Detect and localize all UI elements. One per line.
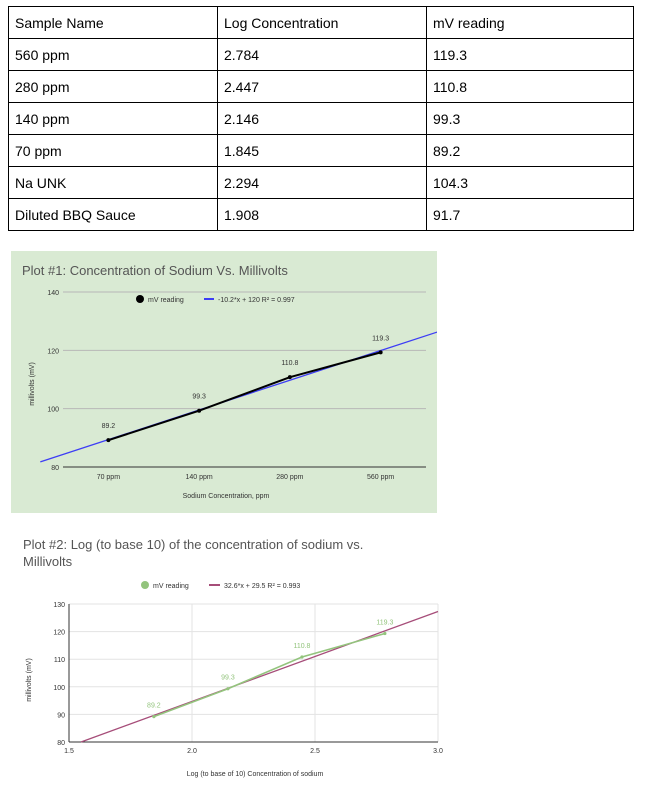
table-cell: 1.845 — [217, 134, 427, 167]
series-line-mv-reading — [153, 632, 386, 718]
x-tick-label: 1.5 — [64, 748, 74, 755]
chart1-legend: mV reading -10.2*x + 120 R² = 0.997 — [136, 295, 295, 304]
table-header-row: Sample Name Log Concentration mV reading — [8, 6, 634, 39]
table-cell: Diluted BBQ Sauce — [8, 198, 218, 231]
table-cell: 91.7 — [426, 198, 634, 231]
table-row: 560 ppm 2.784 119.3 — [8, 38, 634, 71]
y-tick-label: 120 — [53, 630, 65, 637]
y-tick-label: 120 — [47, 348, 59, 355]
x-tick-label: 140 ppm — [186, 474, 213, 481]
table-cell: 99.3 — [426, 102, 634, 135]
data-point — [383, 631, 387, 636]
data-label: 110.8 — [281, 360, 298, 367]
table-cell: 280 ppm — [8, 70, 218, 103]
chart1-title: Plot #1: Concentration of Sodium Vs. Mil… — [22, 263, 288, 278]
data-point — [106, 438, 111, 443]
series-line-mv-reading — [108, 351, 381, 442]
legend-marker-mv-reading — [136, 295, 144, 303]
legend-marker-mv-reading — [141, 581, 149, 589]
table-row: Diluted BBQ Sauce 1.908 91.7 — [8, 198, 634, 231]
y-tick-label: 80 — [57, 740, 65, 747]
data-label: 89.2 — [147, 703, 161, 710]
chart1-x-axis-label: Sodium Concentration, ppm — [183, 493, 270, 500]
chart-log-concentration-vs-millivolts: Plot #2: Log (to base 10) of the concent… — [11, 529, 446, 794]
table-cell: 70 ppm — [8, 134, 218, 167]
table-row: Na UNK 2.294 104.3 — [8, 166, 634, 199]
legend-label-mv-reading: mV reading — [148, 297, 184, 304]
header-cell: Sample Name — [8, 6, 218, 39]
chart1-svg: Plot #1: Concentration of Sodium Vs. Mil… — [22, 263, 449, 500]
chart2-legend: mV reading 32.6*x + 29.5 R² = 0.993 — [141, 581, 300, 590]
data-label: 99.3 — [221, 675, 235, 682]
table-row: 70 ppm 1.845 89.2 — [8, 134, 634, 167]
y-tick-label: 90 — [57, 712, 65, 719]
y-tick-label: 110 — [54, 657, 65, 664]
data-table: Sample Name Log Concentration mV reading… — [8, 6, 634, 231]
chart-sodium-vs-millivolts: Plot #1: Concentration of Sodium Vs. Mil… — [11, 251, 449, 513]
chart2-x-axis-label: Log (to base of 10) Concentration of sod… — [187, 771, 324, 778]
table-cell: 2.447 — [217, 70, 427, 103]
data-point — [287, 375, 292, 380]
trendline — [80, 610, 439, 743]
data-point — [197, 408, 202, 413]
x-tick-label: 560 ppm — [367, 474, 394, 481]
chart1-y-axis-label: millivolts (mV) — [29, 362, 36, 406]
y-tick-label: 80 — [51, 465, 59, 472]
y-tick-label: 140 — [47, 290, 59, 297]
table-row: 140 ppm 2.146 99.3 — [8, 102, 634, 135]
data-label: 119.3 — [376, 620, 393, 627]
data-label: 119.3 — [372, 335, 389, 342]
data-label: 110.8 — [293, 643, 310, 650]
table-cell: 110.8 — [426, 70, 634, 103]
data-point — [152, 715, 156, 719]
table-cell: 104.3 — [426, 166, 634, 199]
data-label: 89.2 — [102, 423, 116, 430]
legend-label-trendline: -10.2*x + 120 R² = 0.997 — [218, 297, 295, 304]
header-cell: mV reading — [426, 6, 634, 39]
table-cell: 2.146 — [217, 102, 427, 135]
x-tick-label: 3.0 — [433, 748, 443, 755]
y-tick-label: 100 — [47, 407, 59, 414]
table-cell: 1.908 — [217, 198, 427, 231]
data-label: 99.3 — [192, 394, 206, 401]
table-cell: 560 ppm — [8, 38, 218, 71]
y-tick-label: 130 — [53, 602, 65, 609]
x-tick-label: 2.0 — [187, 748, 197, 755]
chart2-y-axis-label: millivolts (mV) — [26, 658, 33, 702]
x-tick-label: 70 ppm — [97, 474, 121, 481]
table-cell: 89.2 — [426, 134, 634, 167]
chart2-title-line-1: Plot #2: Log (to base 10) of the concent… — [23, 537, 363, 552]
y-tick-label: 100 — [53, 685, 65, 692]
header-cell: Log Concentration — [217, 6, 427, 39]
data-point — [300, 655, 304, 659]
table-cell: 140 ppm — [8, 102, 218, 135]
table-cell: 119.3 — [426, 38, 634, 71]
chart2-svg: Plot #2: Log (to base 10) of the concent… — [23, 537, 443, 778]
x-tick-label: 280 ppm — [276, 474, 303, 481]
data-point — [226, 687, 230, 691]
x-tick-label: 2.5 — [310, 748, 320, 755]
table-row: 280 ppm 2.447 110.8 — [8, 70, 634, 103]
table-cell: Na UNK — [8, 166, 218, 199]
chart2-title: Plot #2: Log (to base 10) of the concent… — [23, 537, 367, 569]
legend-label-trendline: 32.6*x + 29.5 R² = 0.993 — [224, 583, 300, 590]
table-cell: 2.784 — [217, 38, 427, 71]
data-point — [378, 350, 383, 355]
chart2-title-line-2: Millivolts — [23, 554, 73, 569]
table-cell: 2.294 — [217, 166, 427, 199]
legend-label-mv-reading: mV reading — [153, 583, 189, 590]
